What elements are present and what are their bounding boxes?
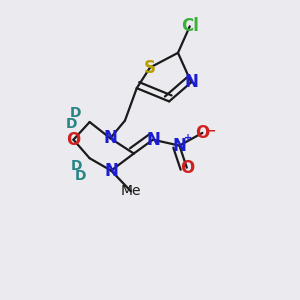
Text: N: N [103, 129, 117, 147]
Text: −: − [206, 125, 217, 138]
Text: Me: Me [121, 184, 141, 198]
Text: O: O [180, 159, 194, 177]
Text: N: N [104, 162, 118, 180]
Text: Cl: Cl [181, 17, 199, 35]
Text: O: O [195, 124, 209, 142]
Text: N: N [184, 73, 198, 91]
Text: O: O [66, 131, 81, 149]
Text: D: D [70, 106, 82, 120]
Text: N: N [172, 136, 186, 154]
Text: D: D [66, 117, 78, 131]
Text: D: D [70, 159, 82, 172]
Text: S: S [144, 58, 156, 76]
Text: N: N [146, 131, 160, 149]
Text: D: D [74, 169, 86, 183]
Text: +: + [184, 133, 192, 143]
